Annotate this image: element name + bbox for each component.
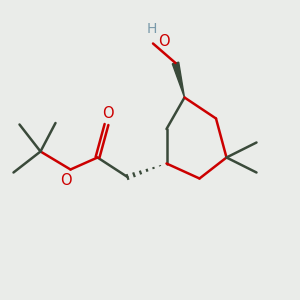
Text: O: O (60, 173, 72, 188)
Text: O: O (102, 106, 114, 121)
Text: H: H (146, 22, 157, 36)
Polygon shape (172, 62, 184, 98)
Text: O: O (158, 34, 169, 50)
